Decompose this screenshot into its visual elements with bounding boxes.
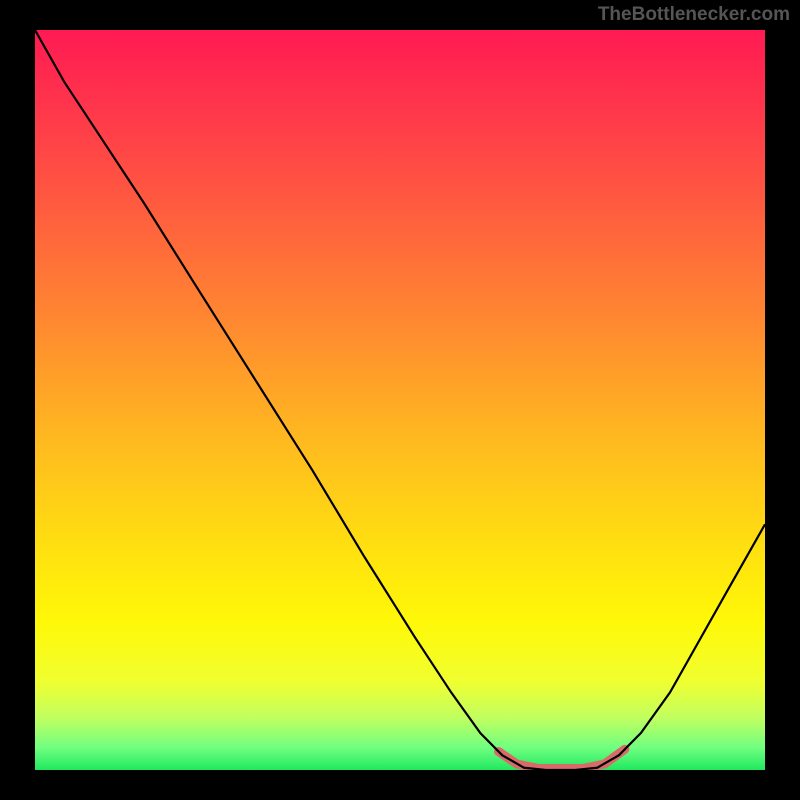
gradient-bg bbox=[35, 30, 765, 770]
watermark-text: TheBottlenecker.com bbox=[598, 4, 790, 26]
chart-container: TheBottlenecker.com bbox=[0, 0, 800, 800]
chart-svg bbox=[35, 30, 765, 770]
plot-area bbox=[35, 30, 765, 770]
